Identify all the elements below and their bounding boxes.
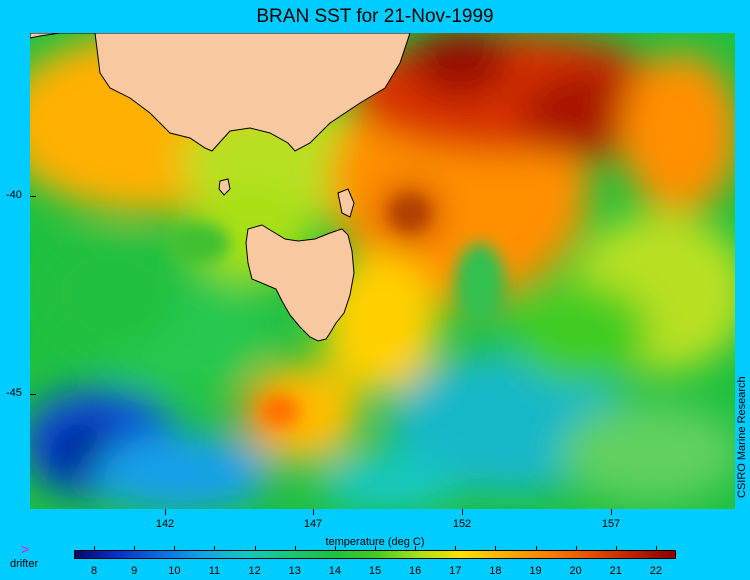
colorbar-tick-label: 19 xyxy=(529,565,542,577)
colorbar-tick-label: 10 xyxy=(168,565,181,577)
colorbar-tick xyxy=(254,546,256,550)
colorbar-tick xyxy=(455,546,457,550)
xtick-mark xyxy=(165,509,166,515)
xtick-mark xyxy=(462,509,463,515)
colorbar-tick xyxy=(495,546,497,550)
colorbar-tick-label: 17 xyxy=(449,565,462,577)
colorbar-tick-label: 18 xyxy=(489,565,502,577)
tasmania xyxy=(245,224,355,342)
sst-map[interactable] xyxy=(30,33,735,509)
ytick-mark xyxy=(30,196,36,197)
colorbar xyxy=(74,550,676,559)
sst-field xyxy=(30,33,735,509)
colorbar-tick xyxy=(655,546,657,550)
colorbar-tick xyxy=(575,546,577,550)
colorbar-tick xyxy=(294,546,296,550)
colorbar-tick xyxy=(94,546,96,550)
flinders-island xyxy=(337,188,355,218)
colorbar-tick-label: 14 xyxy=(328,565,341,577)
xtick-label: 147 xyxy=(303,518,323,530)
xtick-mark xyxy=(611,509,612,515)
colorbar-tick-label: 8 xyxy=(91,565,98,577)
map-title: BRAN SST for 21-Nov-1999 xyxy=(256,6,494,27)
sst-eddies xyxy=(170,195,505,425)
xtick-label: 142 xyxy=(155,518,175,530)
colorbar-tick xyxy=(134,546,136,550)
colorbar-tick-label: 11 xyxy=(208,565,221,577)
colorbar-tick xyxy=(375,546,376,550)
xtick-mark xyxy=(313,509,314,515)
colorbar-tick xyxy=(334,546,336,550)
colorbar-tick-label: 20 xyxy=(569,565,582,577)
colorbar-tick-label: 12 xyxy=(248,565,261,577)
colorbar-tick-label: 22 xyxy=(649,565,663,577)
colorbar-tick xyxy=(615,546,617,550)
ytick-label: -45 xyxy=(6,387,22,399)
drifter-arrow-icon: > xyxy=(21,541,30,557)
colorbar-tick xyxy=(174,546,176,550)
colorbar-tick xyxy=(415,546,417,550)
colorbar-tick xyxy=(214,546,216,550)
ytick-label: -40 xyxy=(6,189,22,201)
colorbar-tick-label: 21 xyxy=(609,565,622,577)
xtick-label: 157 xyxy=(601,518,621,530)
xtick-label: 152 xyxy=(452,518,472,530)
credit-text: CSIRO Marine Research xyxy=(736,376,748,498)
ytick-mark xyxy=(30,394,36,395)
colorbar-tick-label: 15 xyxy=(368,565,382,577)
drifter-legend-label: drifter xyxy=(10,558,39,570)
colorbar-tick xyxy=(535,546,537,550)
colorbar-label: temperature (deg C) xyxy=(325,536,425,548)
king-island xyxy=(218,178,231,196)
colorbar-tick-label: 13 xyxy=(288,565,301,577)
colorbar-tick-label: 9 xyxy=(131,565,138,577)
colorbar-tick-label: 16 xyxy=(409,565,422,577)
mainland-australia xyxy=(30,33,411,152)
